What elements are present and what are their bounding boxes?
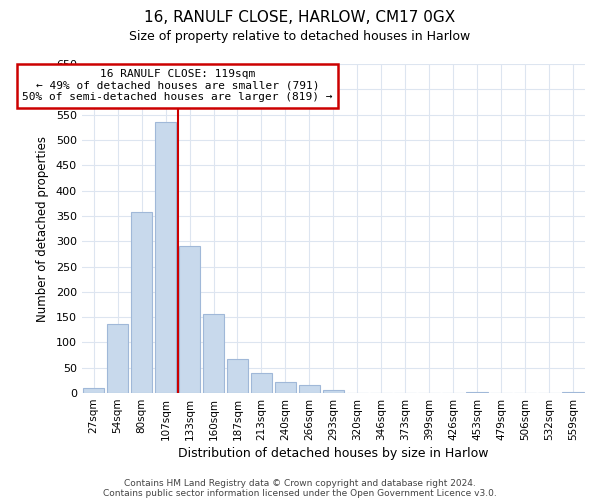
Bar — [155, 122, 176, 393]
Bar — [131, 212, 152, 393]
Bar — [275, 382, 296, 393]
Bar — [107, 324, 128, 393]
Bar — [83, 388, 104, 393]
Y-axis label: Number of detached properties: Number of detached properties — [36, 136, 49, 322]
Text: Contains HM Land Registry data © Crown copyright and database right 2024.: Contains HM Land Registry data © Crown c… — [124, 478, 476, 488]
Text: 16, RANULF CLOSE, HARLOW, CM17 0GX: 16, RANULF CLOSE, HARLOW, CM17 0GX — [145, 10, 455, 25]
Bar — [227, 359, 248, 393]
Bar — [251, 373, 272, 393]
Bar — [299, 386, 320, 393]
Text: Size of property relative to detached houses in Harlow: Size of property relative to detached ho… — [130, 30, 470, 43]
Text: 16 RANULF CLOSE: 119sqm
← 49% of detached houses are smaller (791)
50% of semi-d: 16 RANULF CLOSE: 119sqm ← 49% of detache… — [22, 69, 333, 102]
Bar — [203, 314, 224, 393]
Bar — [323, 390, 344, 393]
Bar — [179, 246, 200, 393]
X-axis label: Distribution of detached houses by size in Harlow: Distribution of detached houses by size … — [178, 447, 488, 460]
Text: Contains public sector information licensed under the Open Government Licence v3: Contains public sector information licen… — [103, 488, 497, 498]
Bar — [562, 392, 584, 393]
Bar — [466, 392, 488, 393]
